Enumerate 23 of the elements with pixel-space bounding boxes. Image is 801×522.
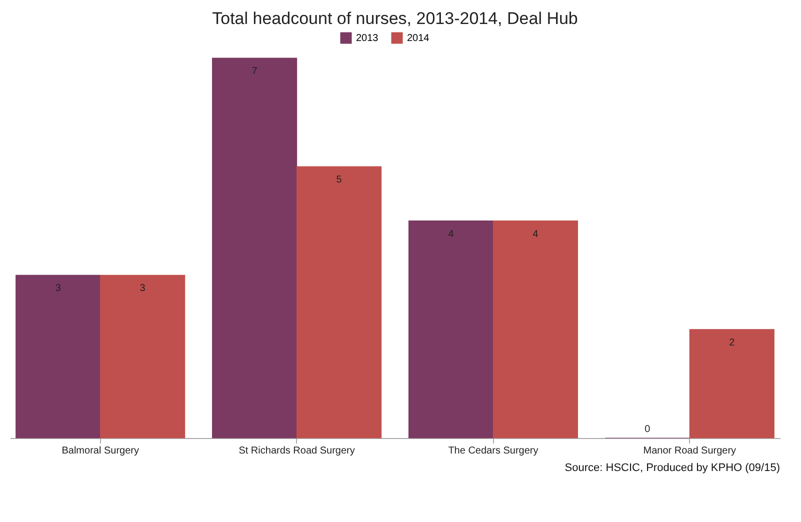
data-label: 0 [644,424,651,435]
bar [408,220,494,438]
bar [212,58,298,438]
x-tick-label: The Cedars Surgery [448,446,538,456]
data-label: 3 [140,283,146,294]
legend-label: 2014 [407,33,430,44]
x-tick-label: Manor Road Surgery [643,446,736,456]
bar [16,274,101,438]
source-note: Source: HSCIC, Produced by KPHO (09/15) [564,462,780,474]
legend-label: 2013 [356,33,379,44]
data-label: 2 [729,337,736,348]
bar [492,220,578,438]
bar [100,274,186,438]
bar [689,329,774,438]
data-label: 4 [448,228,454,240]
x-tick-label: Balmoral Surgery [62,446,139,456]
data-label: 7 [252,66,258,77]
x-tick-label: St Richards Road Surgery [238,446,355,456]
data-label: 4 [532,228,539,240]
data-label: 5 [336,174,342,186]
data-label: 3 [55,283,62,294]
bar [296,166,382,438]
chart-title: Total headcount of nurses, 2013-2014, Deal Hub [212,9,578,28]
